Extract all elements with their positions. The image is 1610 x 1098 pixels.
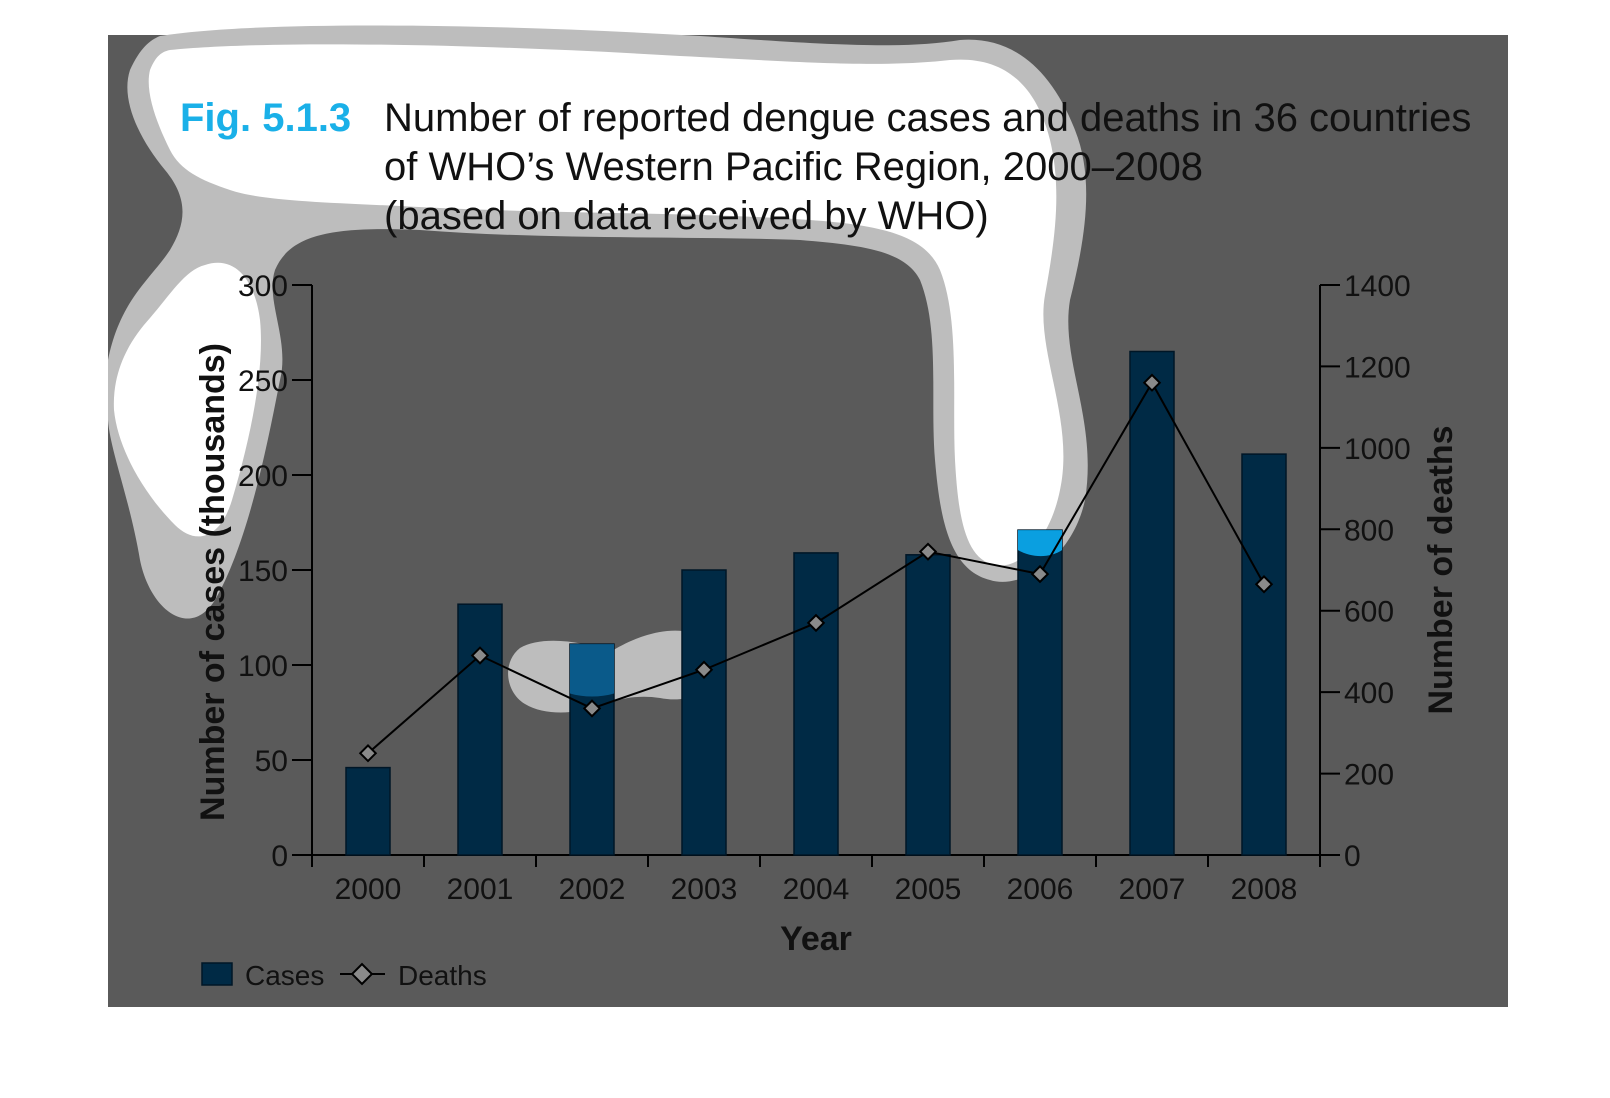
bar-highlight-2002 [570,644,614,697]
x-tick-label: 2004 [783,873,850,906]
figure-label: Fig. 5.1.3 [180,96,351,140]
y-tick-label-right: 600 [1344,596,1394,629]
legend-label-deaths: Deaths [398,960,487,991]
y-axis-title-left: Number of cases (thousands) [194,343,232,821]
blob-white-left [113,262,261,537]
x-tick-label: 2008 [1231,873,1298,906]
bar-cases [681,569,727,856]
marker-deaths [918,542,938,561]
x-tick-label: 2005 [895,873,962,906]
plot-area: 0 50 100 150 200 250 300 0 200 400 600 800 1000 1200 1… [194,270,1460,958]
y-tick-label-right: 400 [1344,677,1394,710]
y-tick-label-right: 0 [1344,840,1361,873]
y-tick-label-left: 250 [238,365,288,398]
y-tick-label-left: 50 [255,745,288,778]
blob-white-main [148,44,1064,566]
y-tick-label-right: 1200 [1344,351,1411,384]
bar-cases [793,552,839,856]
y-tick-label-left: 100 [238,650,288,683]
title-line-3: (based on data received by WHO) [384,194,989,238]
y-axis-title-right: Number of deaths [1422,425,1460,714]
bar-highlight-2006 [1018,530,1062,557]
y-tick-label-left: 300 [238,270,288,303]
legend: Cases Deaths [201,960,487,991]
marker-deaths [1142,373,1162,392]
marker-deaths [358,744,378,763]
marker-deaths [806,613,826,633]
marker-deaths [1254,575,1274,594]
x-tick-label: 2002 [559,873,626,906]
x-tick-label: 2001 [447,873,514,906]
bar-cases [1129,350,1175,856]
marker-deaths [582,699,602,718]
x-tick-label: 2000 [335,873,402,906]
y-tick-label-left: 0 [271,840,288,873]
marker-deaths [694,660,714,679]
y-tick-label-left: 150 [238,555,288,588]
bar-cases [457,603,503,856]
marker-deaths [470,646,490,665]
bar-cases [905,554,951,856]
y-tick-label-left: 200 [238,460,288,493]
legend-marker-deaths [350,962,374,986]
legend-label-cases: Cases [245,960,324,991]
chart-title: Fig. 5.1.3 Number of reported dengue cas… [180,96,1471,238]
bar-cases [1241,453,1287,856]
legend-swatch-cases [201,962,233,986]
y-tick-label-right: 200 [1344,759,1394,792]
y-tick-label-right: 800 [1344,514,1394,547]
marker-deaths [1030,564,1050,584]
x-tick-label: 2003 [671,873,738,906]
y-tick-label-right: 1400 [1344,270,1411,303]
bar-cases [345,766,391,856]
x-axis-title: Year [780,920,852,958]
x-tick-label: 2007 [1119,873,1186,906]
y-tick-label-right: 1000 [1344,433,1411,466]
title-line-2: of WHO’s Western Pacific Region, 2000–20… [384,145,1203,189]
title-line-1: Number of reported dengue cases and deat… [384,96,1471,140]
bar-cases [1017,529,1063,856]
x-tick-label: 2006 [1007,873,1074,906]
